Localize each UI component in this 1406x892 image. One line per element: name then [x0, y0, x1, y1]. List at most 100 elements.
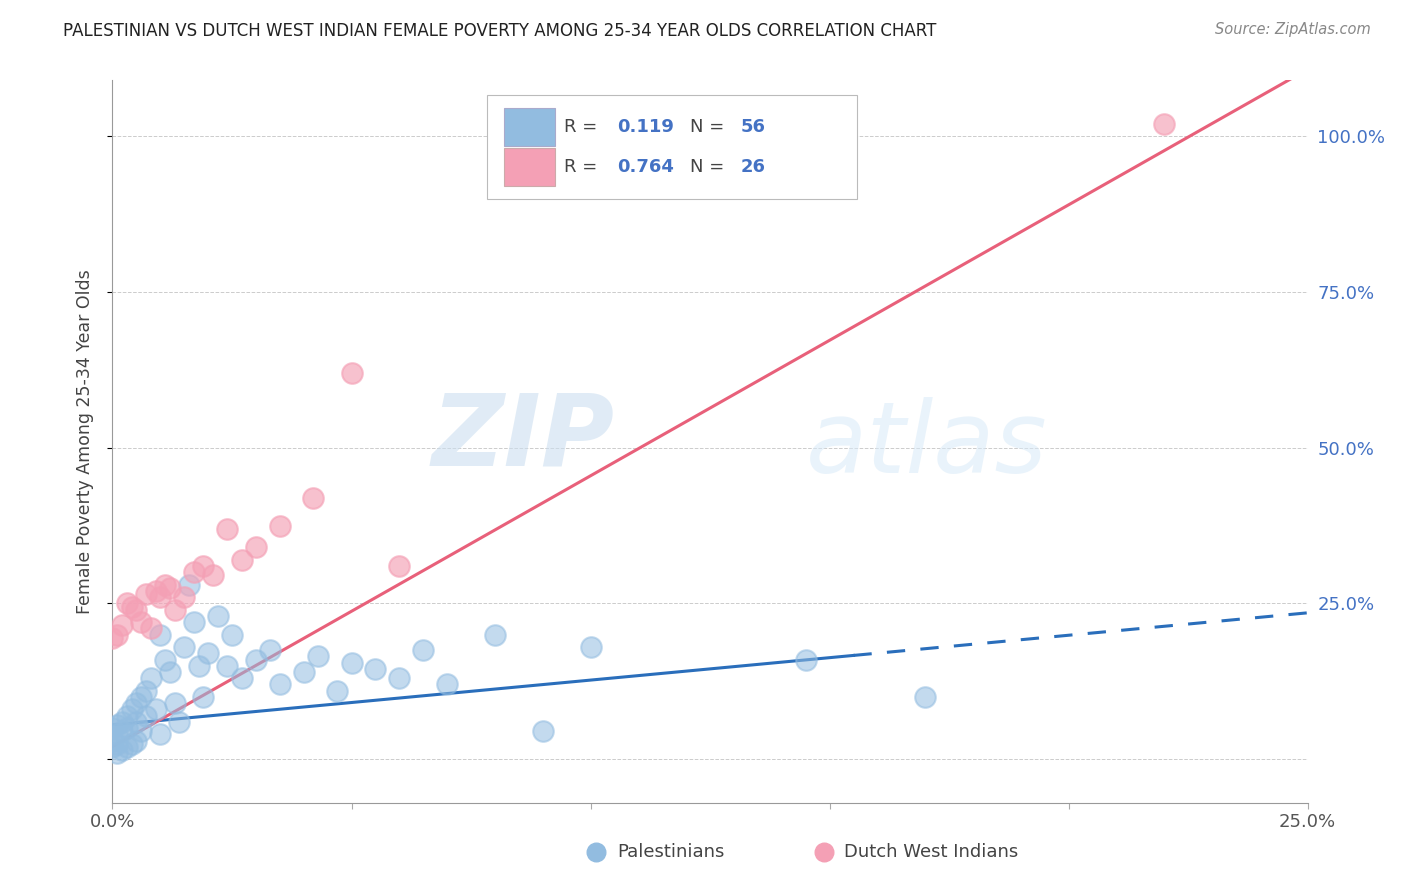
Point: [340, 366, 363, 380]
Point: [187, 658, 209, 673]
Point: [436, 677, 458, 691]
Point: [201, 568, 224, 582]
Point: [169, 714, 191, 729]
Point: [183, 566, 205, 580]
Point: [159, 581, 181, 595]
Text: 0.764: 0.764: [617, 158, 673, 176]
Point: [183, 615, 205, 630]
Text: 26: 26: [741, 158, 766, 176]
FancyBboxPatch shape: [486, 95, 858, 200]
Point: [193, 559, 215, 574]
Point: [121, 702, 143, 716]
Point: [111, 714, 134, 729]
Point: [125, 603, 148, 617]
Point: [153, 578, 176, 592]
Point: [484, 627, 506, 641]
Point: [177, 578, 200, 592]
Point: [111, 743, 134, 757]
Point: [259, 643, 281, 657]
Text: 0.119: 0.119: [617, 119, 673, 136]
Point: [145, 584, 167, 599]
Point: [340, 656, 363, 670]
Point: [412, 643, 434, 657]
Point: [388, 559, 411, 574]
Point: [111, 724, 134, 739]
Point: [105, 718, 128, 732]
Text: N =: N =: [690, 158, 730, 176]
Point: [217, 658, 239, 673]
Point: [129, 615, 152, 630]
Point: [163, 603, 186, 617]
Point: [101, 733, 124, 747]
Text: R =: R =: [564, 119, 603, 136]
Point: [245, 652, 267, 666]
Point: [914, 690, 936, 704]
Point: [159, 665, 181, 679]
Point: [193, 690, 215, 704]
Point: [173, 591, 195, 605]
Point: [105, 727, 128, 741]
Point: [163, 696, 186, 710]
Text: R =: R =: [564, 158, 603, 176]
Point: [121, 599, 143, 614]
Point: [145, 702, 167, 716]
Point: [231, 671, 253, 685]
Point: [149, 627, 172, 641]
Point: [105, 627, 128, 641]
Text: N =: N =: [690, 119, 730, 136]
Point: [105, 737, 128, 751]
Point: [125, 714, 148, 729]
Point: [121, 737, 143, 751]
Text: 56: 56: [741, 119, 766, 136]
Point: [579, 640, 602, 654]
Point: [139, 621, 162, 635]
Point: [125, 696, 148, 710]
FancyBboxPatch shape: [505, 148, 554, 186]
Point: [105, 746, 128, 760]
Point: [135, 587, 157, 601]
Point: [388, 671, 411, 685]
Text: atlas: atlas: [806, 397, 1047, 493]
Text: Source: ZipAtlas.com: Source: ZipAtlas.com: [1215, 22, 1371, 37]
Point: [221, 627, 243, 641]
Point: [111, 618, 134, 632]
Point: [149, 591, 172, 605]
Point: [231, 553, 253, 567]
Point: [135, 683, 157, 698]
Point: [139, 671, 162, 685]
Point: [245, 541, 267, 555]
Point: [135, 708, 157, 723]
Point: [302, 491, 325, 505]
Point: [207, 609, 229, 624]
Point: [101, 739, 124, 754]
Text: ZIP: ZIP: [432, 390, 614, 486]
Point: [125, 733, 148, 747]
FancyBboxPatch shape: [505, 109, 554, 146]
Point: [217, 522, 239, 536]
Text: PALESTINIAN VS DUTCH WEST INDIAN FEMALE POVERTY AMONG 25-34 YEAR OLDS CORRELATIO: PALESTINIAN VS DUTCH WEST INDIAN FEMALE …: [63, 22, 936, 40]
Point: [115, 739, 138, 754]
Point: [173, 640, 195, 654]
Point: [129, 690, 152, 704]
Point: [115, 708, 138, 723]
Point: [531, 724, 554, 739]
Point: [101, 721, 124, 735]
Point: [794, 652, 817, 666]
Point: [115, 597, 138, 611]
Point: [1153, 117, 1175, 131]
Point: [364, 662, 387, 676]
Point: [326, 683, 349, 698]
Point: [129, 724, 152, 739]
Y-axis label: Female Poverty Among 25-34 Year Olds: Female Poverty Among 25-34 Year Olds: [76, 269, 94, 614]
Point: [307, 649, 329, 664]
Point: [292, 665, 315, 679]
Point: [269, 518, 291, 533]
Point: [153, 652, 176, 666]
Point: [149, 727, 172, 741]
Point: [101, 631, 124, 645]
Text: Palestinians: Palestinians: [617, 843, 724, 861]
Point: [115, 721, 138, 735]
Point: [197, 646, 219, 660]
Point: [269, 677, 291, 691]
Text: Dutch West Indians: Dutch West Indians: [844, 843, 1018, 861]
